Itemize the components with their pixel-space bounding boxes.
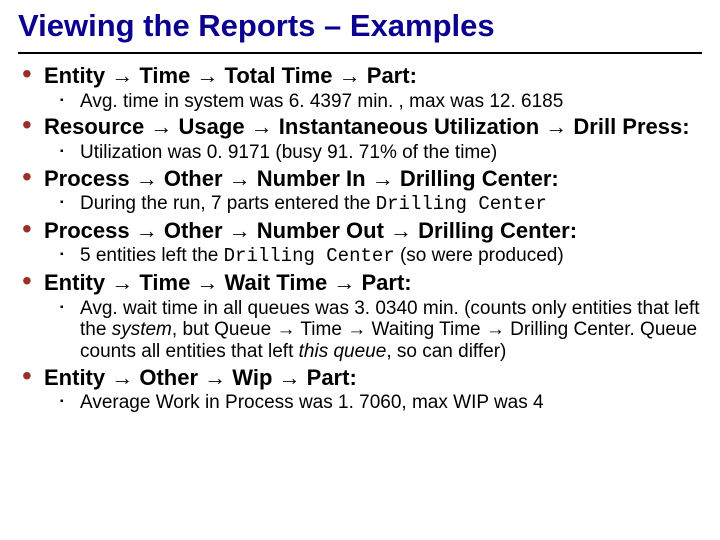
text-segment: Waiting Time [366,319,486,340]
arrow-icon: → [190,270,224,295]
path-segment: Process [44,166,130,191]
text-segment: Time [295,319,347,340]
path-segment: Number Out [257,218,384,243]
sub-bullet-list: During the run, 7 parts entered the Dril… [60,193,702,216]
sub-bullet-list: 5 entities left the Drilling Center (so … [60,245,702,268]
path-segment: Wip [232,365,272,390]
path-segment: Resource [44,114,144,139]
bullet-item: Resource → Usage → Instantaneous Utiliza… [18,115,702,163]
path-segment: Other [164,166,223,191]
bullet-path: Entity → Time → Wait Time → Part: [44,271,702,296]
bullet-item: Process → Other → Number In → Drilling C… [18,167,702,216]
path-segment: Drill Press: [573,114,689,139]
arrow-icon: → [198,365,232,390]
arrow-icon: → [190,63,224,88]
text-segment: → [486,319,505,340]
arrow-icon: → [105,365,139,390]
sub-bullet-list: Utilization was 0. 9171 (busy 91. 71% of… [60,142,702,164]
text-segment: During the run, 7 parts entered the [80,193,376,214]
path-segment: Other [139,365,198,390]
path-segment: Part: [361,270,411,295]
arrow-icon: → [105,63,139,88]
bullet-path: Process → Other → Number Out → Drilling … [44,219,702,244]
path-segment: Entity [44,365,105,390]
sub-bullet-list: Avg. wait time in all queues was 3. 0340… [60,298,702,363]
arrow-icon: → [327,270,361,295]
bullet-item: Entity → Time → Total Time → Part:Avg. t… [18,64,702,112]
arrow-icon: → [245,114,279,139]
text-segment: → [276,319,295,340]
arrow-icon: → [130,166,164,191]
arrow-icon: → [272,365,306,390]
arrow-icon: → [366,166,400,191]
bullet-path: Process → Other → Number In → Drilling C… [44,167,702,192]
text-segment: Drilling Center [224,245,395,267]
path-segment: Entity [44,270,105,295]
bullet-item: Entity → Other → Wip → Part:Average Work… [18,366,702,414]
sub-bullet-list: Avg. time in system was 6. 4397 min. , m… [60,91,702,113]
text-segment: this queue [299,341,387,362]
arrow-icon: → [144,114,178,139]
text-segment: Drilling Center [376,193,547,215]
path-segment: Time [139,63,190,88]
path-segment: Other [164,218,223,243]
path-segment: Drilling Center: [418,218,577,243]
arrow-icon: → [223,218,257,243]
bullet-path: Resource → Usage → Instantaneous Utiliza… [44,115,702,140]
sub-bullet-item: Avg. time in system was 6. 4397 min. , m… [60,91,702,113]
path-segment: Time [139,270,190,295]
arrow-icon: → [384,218,418,243]
bullet-list: Entity → Time → Total Time → Part:Avg. t… [18,64,702,414]
path-segment: Number In [257,166,366,191]
arrow-icon: → [333,63,367,88]
bullet-path: Entity → Time → Total Time → Part: [44,64,702,89]
bullet-item: Process → Other → Number Out → Drilling … [18,219,702,268]
path-segment: Instantaneous Utilization [279,114,539,139]
sub-bullet-item: 5 entities left the Drilling Center (so … [60,245,702,268]
path-segment: Process [44,218,130,243]
text-segment: 5 entities left the [80,245,224,266]
arrow-icon: → [105,270,139,295]
sub-bullet-item: Utilization was 0. 9171 (busy 91. 71% of… [60,142,702,164]
title-underline [18,52,702,54]
text-segment: (so were produced) [395,245,564,266]
sub-bullet-item: Average Work in Process was 1. 7060, max… [60,392,702,414]
path-segment: Usage [179,114,245,139]
text-segment: Avg. time in system was 6. 4397 min. , m… [80,91,563,112]
slide-title: Viewing the Reports – Examples [18,8,702,48]
path-segment: Wait Time [225,270,328,295]
bullet-item: Entity → Time → Wait Time → Part:Avg. wa… [18,271,702,363]
arrow-icon: → [539,114,573,139]
arrow-icon: → [130,218,164,243]
arrow-icon: → [223,166,257,191]
text-segment: system [112,319,172,340]
text-segment: Utilization was 0. 9171 (busy 91. 71% of… [80,142,497,163]
sub-bullet-list: Average Work in Process was 1. 7060, max… [60,392,702,414]
text-segment: Average Work in Process was 1. 7060, max… [80,392,544,413]
path-segment: Total Time [225,63,333,88]
bullet-path: Entity → Other → Wip → Part: [44,366,702,391]
text-segment: , but Queue [172,319,277,340]
sub-bullet-item: During the run, 7 parts entered the Dril… [60,193,702,216]
text-segment: → [347,319,366,340]
sub-bullet-item: Avg. wait time in all queues was 3. 0340… [60,298,702,363]
path-segment: Part: [367,63,417,88]
path-segment: Drilling Center: [400,166,559,191]
path-segment: Entity [44,63,105,88]
text-segment: , so can differ) [386,341,506,362]
path-segment: Part: [307,365,357,390]
